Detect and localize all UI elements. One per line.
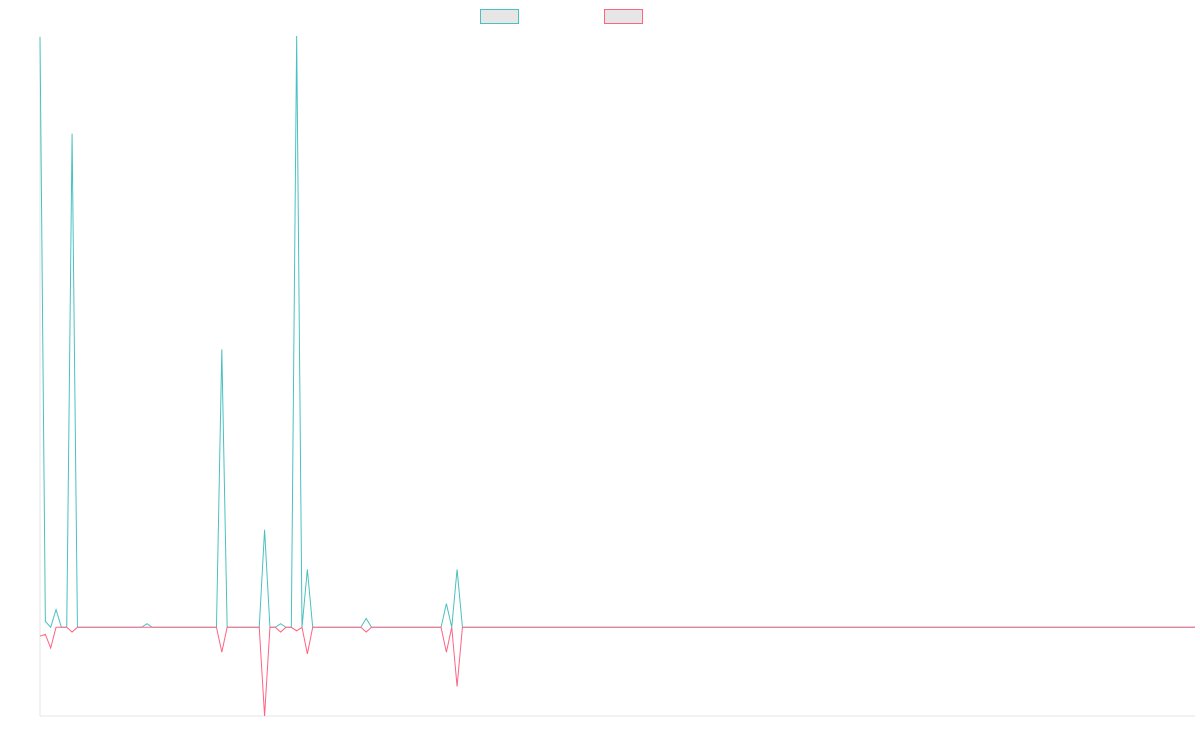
legend-item-series-1[interactable] bbox=[480, 9, 525, 24]
series-line-1 bbox=[39, 35, 1195, 629]
legend bbox=[0, 9, 1200, 27]
legend-swatch-series-1 bbox=[480, 9, 519, 24]
legend-item-series-2[interactable] bbox=[604, 9, 649, 24]
series-line-2 bbox=[39, 626, 1195, 717]
legend-swatch-series-2 bbox=[604, 9, 643, 24]
